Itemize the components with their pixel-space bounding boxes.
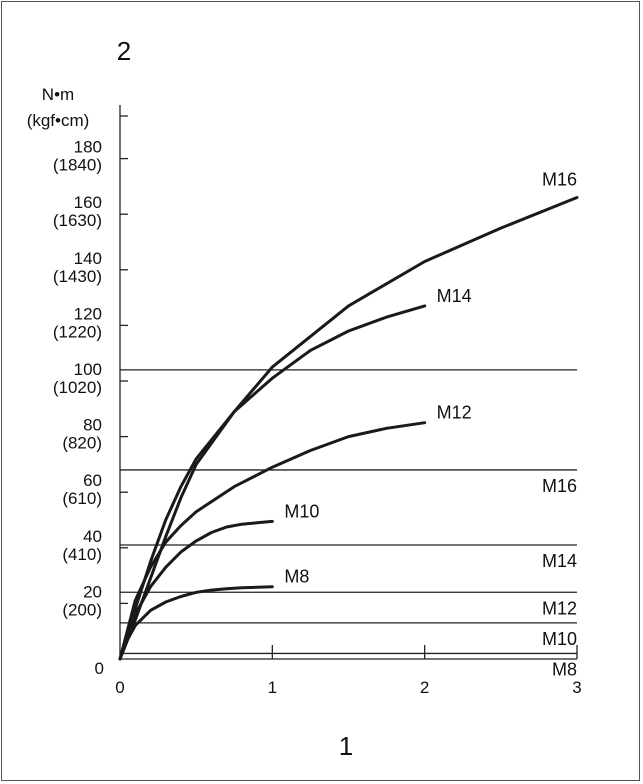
limit-label: M16: [542, 476, 577, 496]
y-tick-label-kgf: (200): [62, 600, 102, 619]
curve-label: M12: [437, 403, 472, 423]
y-tick-label-kgf: (1630): [53, 211, 102, 230]
curve-m8: [118, 585, 274, 661]
limit-label: M10: [542, 629, 577, 649]
curve-label: M14: [437, 286, 472, 306]
y-tick-label: 20: [83, 582, 102, 601]
y-unit-label: N•m: [42, 85, 74, 104]
y-tick-label: 40: [83, 527, 102, 546]
y-tick-label: 180: [74, 138, 102, 157]
y-tick-label-kgf: (410): [62, 545, 102, 564]
y-tick-label: 120: [74, 304, 102, 323]
y-tick-label-kgf: (1020): [53, 378, 102, 397]
limit-label: M14: [542, 551, 577, 571]
limit-label: M8: [552, 659, 577, 679]
y-tick-label: 0: [95, 659, 104, 678]
y-tick-label: 140: [74, 249, 102, 268]
curve-m16: [118, 196, 579, 661]
y-tick-label-kgf: (820): [62, 434, 102, 453]
bottom-label: 1: [339, 731, 353, 761]
y-tick-label-kgf: (1220): [53, 322, 102, 341]
y-tick-label: 80: [83, 416, 102, 435]
curve-label: M10: [284, 501, 319, 521]
y-tick-label: 60: [83, 471, 102, 490]
top-label: 2: [117, 36, 131, 66]
curve-label: M8: [284, 567, 309, 587]
curve-label: M16: [542, 170, 577, 190]
x-tick-label: 3: [572, 678, 581, 697]
limit-label: M12: [542, 598, 577, 618]
curve-m14: [118, 304, 427, 661]
x-tick-label: 0: [115, 678, 124, 697]
x-tick-label: 2: [420, 678, 429, 697]
y-tick-label-kgf: (1430): [53, 267, 102, 286]
y-tick-label: 100: [74, 360, 102, 379]
x-tick-label: 1: [268, 678, 277, 697]
y-tick-label-kgf: (610): [62, 489, 102, 508]
y-unit-label-kgf: (kgf•cm): [27, 111, 90, 130]
y-tick-label: 160: [74, 193, 102, 212]
y-tick-label-kgf: (1840): [53, 156, 102, 175]
